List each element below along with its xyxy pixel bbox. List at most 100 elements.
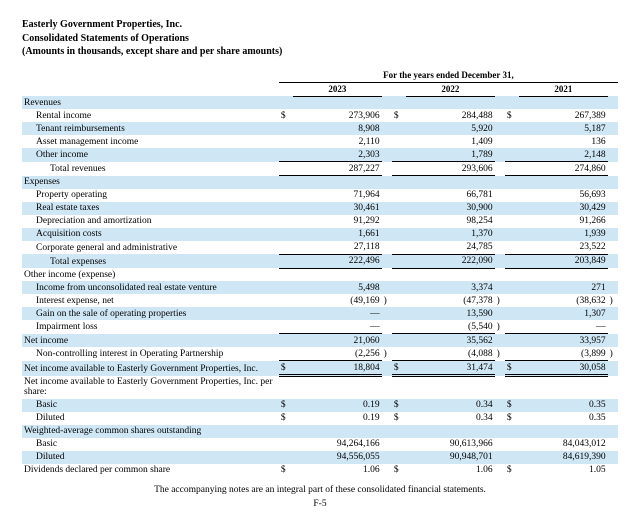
cell-value: 2,110	[293, 135, 381, 148]
cell-value: (2,256	[293, 347, 381, 361]
row-label: Revenues	[22, 96, 279, 109]
row-label: Net income available to Easterly Governm…	[22, 376, 279, 399]
cell-value: 18,804	[293, 361, 381, 376]
row-label: Gain on the sale of operating properties	[22, 307, 279, 320]
row-label: Acquisition costs	[22, 228, 279, 241]
row-label: Expenses	[22, 176, 279, 189]
row-label: Rental income	[22, 109, 279, 122]
row-label: Diluted	[22, 412, 279, 425]
cell-value: 23,522	[519, 241, 607, 255]
row-label: Real estate taxes	[22, 202, 279, 215]
cell-value: (4,088	[406, 347, 494, 361]
cell-value: 27,118	[293, 241, 381, 255]
cell-value: 94,264,166	[293, 438, 381, 451]
cell-value: 71,964	[293, 189, 381, 202]
cell-value: 222,496	[293, 254, 381, 268]
cell-value	[406, 96, 494, 109]
cell-value: 94,556,055	[293, 451, 381, 464]
row-label: Asset management income	[22, 135, 279, 148]
cell-value: 222,090	[406, 254, 494, 268]
cell-value: 1,789	[406, 148, 494, 162]
cell-value: 24,785	[406, 241, 494, 255]
row-label: Dividends declared per common share	[22, 464, 279, 477]
cell-value	[406, 425, 494, 438]
cell-value: 0.34	[406, 412, 494, 425]
row-label: Income from unconsolidated real estate v…	[22, 281, 279, 294]
cell-value: 0.35	[519, 412, 607, 425]
cell-value	[519, 176, 607, 189]
cell-value: 273,906	[293, 109, 381, 122]
cell-value: 0.19	[293, 412, 381, 425]
footnote: The accompanying notes are an integral p…	[22, 485, 618, 495]
cell-value: 284,488	[406, 109, 494, 122]
cell-value: —	[293, 307, 381, 320]
cell-value: 1,661	[293, 228, 381, 241]
cell-value: 91,266	[519, 215, 607, 228]
col-year-2021: 2021	[519, 82, 607, 96]
col-year-2023: 2023	[293, 82, 381, 96]
cell-value: 271	[519, 281, 607, 294]
statement-title: Consolidated Statements of Operations	[22, 32, 618, 46]
cell-value: 293,606	[406, 162, 494, 176]
cell-value: 1.05	[519, 464, 607, 477]
cell-value	[293, 376, 381, 399]
cell-value: 13,590	[406, 307, 494, 320]
row-label: Tenant reimbursements	[22, 122, 279, 135]
row-label: Net income	[22, 334, 279, 348]
cell-value: 0.19	[293, 399, 381, 412]
cell-value	[293, 268, 381, 281]
period-span-header: For the years ended December 31,	[279, 69, 618, 83]
row-label: Weighted-average common shares outstandi…	[22, 425, 279, 438]
cell-value: 30,900	[406, 202, 494, 215]
cell-value	[519, 268, 607, 281]
cell-value: 66,781	[406, 189, 494, 202]
cell-value: 21,060	[293, 334, 381, 348]
cell-value: 56,693	[519, 189, 607, 202]
cell-value: 287,227	[293, 162, 381, 176]
cell-value: 0.34	[406, 399, 494, 412]
cell-value: 1,307	[519, 307, 607, 320]
cell-value: (3,899	[519, 347, 607, 361]
row-label: Total expenses	[22, 254, 279, 268]
cell-value	[293, 425, 381, 438]
cell-value: 31,474	[406, 361, 494, 376]
cell-value: 30,461	[293, 202, 381, 215]
cell-value	[519, 376, 607, 399]
cell-value: 8,908	[293, 122, 381, 135]
cell-value: (49,169	[293, 294, 381, 307]
cell-value: 1,370	[406, 228, 494, 241]
cell-value: 90,613,966	[406, 438, 494, 451]
cell-value: 30,058	[519, 361, 607, 376]
cell-value: 1,409	[406, 135, 494, 148]
cell-value	[293, 96, 381, 109]
cell-value: 90,948,701	[406, 451, 494, 464]
row-label: Total revenues	[22, 162, 279, 176]
cell-value: 5,920	[406, 122, 494, 135]
cell-value: 35,562	[406, 334, 494, 348]
row-label: Interest expense, net	[22, 294, 279, 307]
cell-value	[293, 176, 381, 189]
cell-value: 30,429	[519, 202, 607, 215]
cell-value: 91,292	[293, 215, 381, 228]
cell-value: 1,939	[519, 228, 607, 241]
row-label: Net income available to Easterly Governm…	[22, 361, 279, 376]
row-label: Corporate general and administrative	[22, 241, 279, 255]
row-label: Non-controlling interest in Operating Pa…	[22, 347, 279, 361]
cell-value	[406, 176, 494, 189]
row-label: Diluted	[22, 451, 279, 464]
cell-value: 5,187	[519, 122, 607, 135]
cell-value	[519, 96, 607, 109]
cell-value	[406, 376, 494, 399]
row-label: Other income	[22, 148, 279, 162]
cell-value: 274,860	[519, 162, 607, 176]
cell-value: 267,389	[519, 109, 607, 122]
cell-value: 98,254	[406, 215, 494, 228]
company-name: Easterly Government Properties, Inc.	[22, 18, 618, 32]
cell-value: 2,303	[293, 148, 381, 162]
cell-value: —	[293, 320, 381, 334]
cell-value: 203,849	[519, 254, 607, 268]
cell-value: 84,043,012	[519, 438, 607, 451]
cell-value: 3,374	[406, 281, 494, 294]
cell-value: 33,957	[519, 334, 607, 348]
cell-value: 1.06	[406, 464, 494, 477]
